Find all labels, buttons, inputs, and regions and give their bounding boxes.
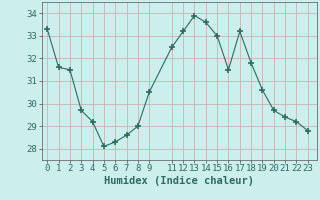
X-axis label: Humidex (Indice chaleur): Humidex (Indice chaleur)	[104, 176, 254, 186]
